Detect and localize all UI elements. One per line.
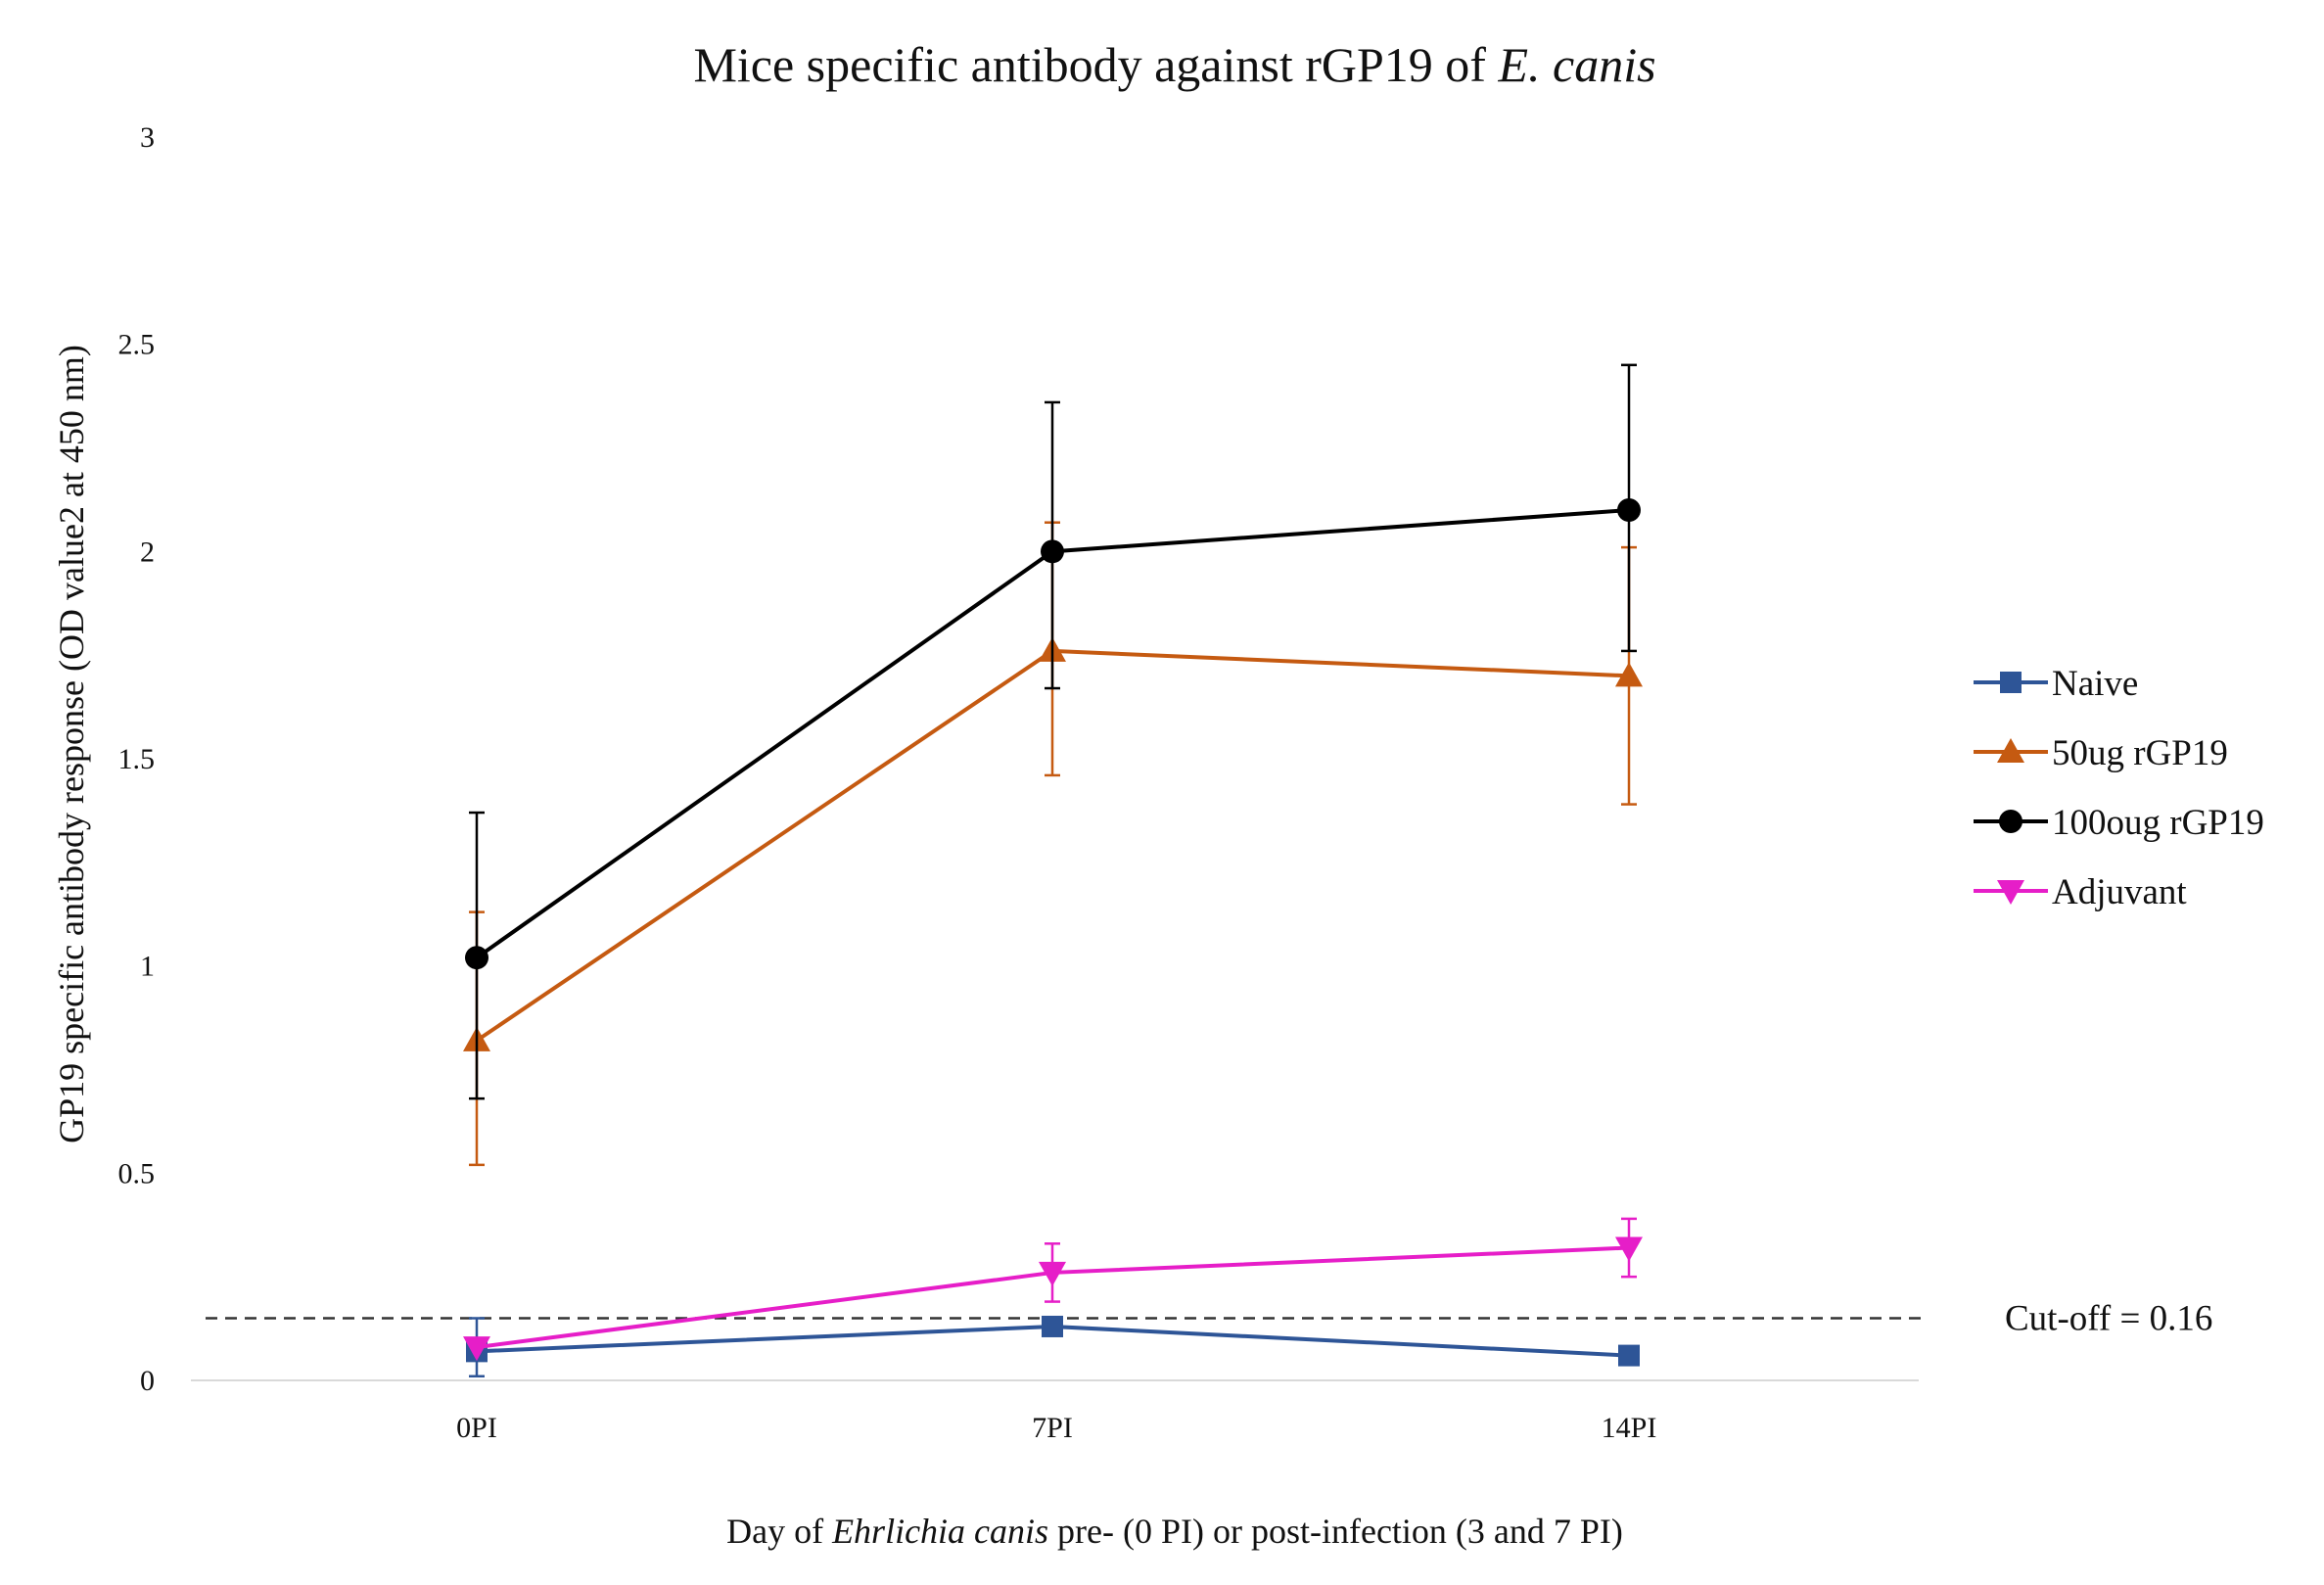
x-tick-label: 14PI xyxy=(1602,1412,1657,1444)
data-point xyxy=(1039,1261,1066,1286)
legend-label: Naive xyxy=(2052,664,2138,704)
x-axis-title: Day of Ehrlichia canis pre- (0 PI) or po… xyxy=(726,1512,1623,1551)
y-tick-label: 0.5 xyxy=(118,1157,156,1189)
data-point xyxy=(463,1336,490,1362)
series-group xyxy=(463,363,1643,1378)
legend-marker xyxy=(1999,810,2022,833)
x-axis-title-post: pre- (0 PI) or post-infection (3 and 7 P… xyxy=(1048,1512,1623,1551)
data-point xyxy=(1042,1315,1063,1337)
legend: Naive 50ug rGP19 100oug rGP19 Adjuvant xyxy=(1974,664,2264,912)
chart-title-main: Mice specific antibody against rGP19 of xyxy=(693,37,1498,92)
x-tick-labels: 0PI 7PI 14PI xyxy=(456,1412,1656,1444)
data-point xyxy=(1618,1344,1640,1367)
y-tick-label: 1.5 xyxy=(118,743,156,775)
y-tick-label: 3 xyxy=(140,121,155,154)
legend-item: 50ug rGP19 xyxy=(1974,733,2228,773)
data-point xyxy=(1615,662,1643,687)
legend-item: 100oug rGP19 xyxy=(1974,803,2264,843)
chart-title-italic: E. canis xyxy=(1497,37,1655,92)
legend-marker xyxy=(2000,672,2022,693)
y-tick-label: 0 xyxy=(140,1365,155,1397)
y-tick-label: 2.5 xyxy=(118,329,156,361)
x-axis-title-pre: Day of xyxy=(726,1512,832,1551)
cutoff-group: Cut-off = 0.16 xyxy=(206,1299,2212,1339)
x-tick-label: 7PI xyxy=(1032,1412,1073,1444)
legend-label: 50ug rGP19 xyxy=(2052,733,2228,773)
y-tick-label: 2 xyxy=(140,536,155,568)
cutoff-label: Cut-off = 0.16 xyxy=(2005,1299,2212,1339)
x-axis-title-italic: Ehrlichia canis xyxy=(831,1512,1048,1551)
legend-marker xyxy=(1997,738,2024,763)
legend-label: Adjuvant xyxy=(2052,872,2187,912)
data-point xyxy=(1615,1236,1643,1262)
y-tick-labels: 0 0.5 1 1.5 2 2.5 3 xyxy=(118,121,156,1397)
data-point xyxy=(465,946,488,970)
legend-item: Naive xyxy=(1974,664,2138,704)
y-tick-label: 1 xyxy=(140,951,155,983)
x-tick-label: 0PI xyxy=(456,1412,497,1444)
series-naive xyxy=(466,1315,1640,1378)
legend-label: 100oug rGP19 xyxy=(2052,803,2264,843)
legend-item: Adjuvant xyxy=(1974,872,2187,912)
data-point xyxy=(1041,539,1064,564)
legend-marker xyxy=(1997,880,2024,905)
data-point xyxy=(1617,498,1641,522)
chart-title: Mice specific antibody against rGP19 of … xyxy=(693,37,1655,92)
series-adjuvant xyxy=(463,1217,1643,1362)
y-axis-title: GP19 specific antibody response (OD valu… xyxy=(52,345,91,1143)
series-100oug-rgp19 xyxy=(465,363,1641,1100)
